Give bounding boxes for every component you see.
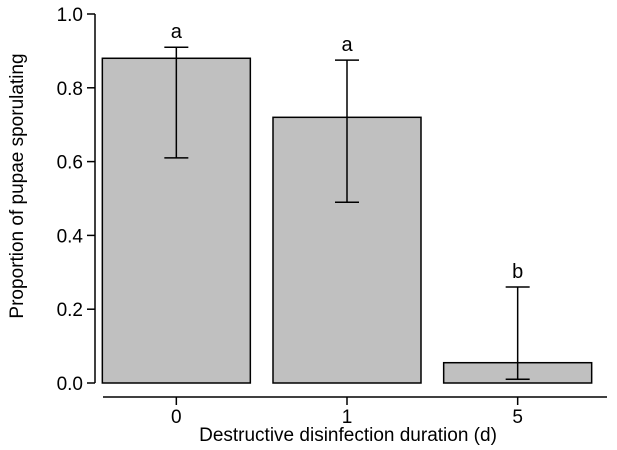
y-tick-label: 0.4 xyxy=(57,226,84,247)
x-ticks: 0 1 5 xyxy=(171,397,523,428)
y-tick-label: 1.0 xyxy=(57,5,83,26)
x-tick-label: 1 xyxy=(342,407,353,428)
y-tick-label: 0.6 xyxy=(57,153,83,174)
error-bars-layer xyxy=(164,46,530,381)
significance-letter: b xyxy=(512,261,523,283)
y-tick-label: 0.8 xyxy=(57,79,83,100)
significance-letter: a xyxy=(171,21,183,43)
y-axis-title: Proportion of pupae sporulating xyxy=(7,53,28,318)
significance-layer: a a b xyxy=(171,21,523,283)
x-tick-label: 0 xyxy=(171,407,182,428)
y-tick-label: 0.0 xyxy=(57,374,83,395)
significance-letter: a xyxy=(341,34,353,56)
x-axis-title: Destructive disinfection duration (d) xyxy=(199,425,497,446)
y-tick-label: 0.2 xyxy=(57,300,83,321)
x-tick-label: 5 xyxy=(512,407,523,428)
y-ticks: 0.0 0.2 0.4 0.6 0.8 1.0 xyxy=(57,5,95,395)
